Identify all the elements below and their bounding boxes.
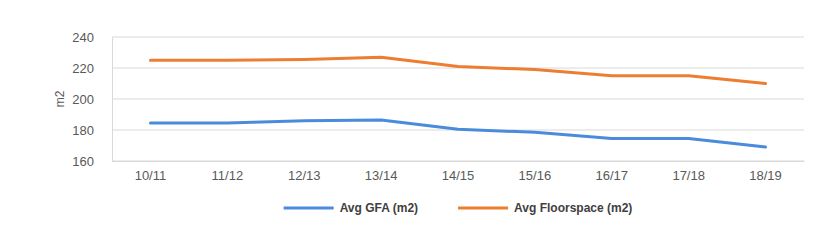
plot-area: 160 180 200 220 240 10/11 11/12 12/13 13/14 14/15… xyxy=(72,30,804,184)
grid xyxy=(112,37,804,161)
x-tick-label: 14/15 xyxy=(442,168,475,183)
grid-line xyxy=(112,37,804,38)
x-tick: 12/13 xyxy=(288,161,321,183)
y-tick: 220 xyxy=(72,61,112,76)
x-tick: 18/19 xyxy=(749,161,782,183)
y-tick-label: 200 xyxy=(72,92,94,107)
y-tick-label: 160 xyxy=(72,154,94,169)
legend-label: Avg GFA (m2) xyxy=(340,201,418,215)
series-line xyxy=(150,57,765,83)
legend-item: Avg GFA (m2) xyxy=(284,201,418,215)
x-tick-label: 16/17 xyxy=(596,168,629,183)
chart: 160 180 200 220 240 10/11 11/12 12/13 13/14 14/15… xyxy=(0,0,830,230)
x-tick: 16/17 xyxy=(596,161,629,183)
series-lines xyxy=(150,57,765,147)
y-tick-label: 240 xyxy=(72,30,94,45)
legend-item: Avg Floorspace (m2) xyxy=(458,201,632,215)
x-tick-label: 18/19 xyxy=(749,168,782,183)
legend-swatch xyxy=(284,207,334,210)
y-axis: 160 180 200 220 240 xyxy=(72,30,112,169)
x-tick-label: 15/16 xyxy=(519,168,552,183)
y-tick: 160 xyxy=(72,154,112,169)
legend: Avg GFA (m2) Avg Floorspace (m2) xyxy=(284,201,633,215)
x-tick-label: 17/18 xyxy=(672,168,705,183)
y-tick: 200 xyxy=(72,92,112,107)
y-axis-line xyxy=(112,38,113,162)
legend-label: Avg Floorspace (m2) xyxy=(514,201,632,215)
x-tick-label: 13/14 xyxy=(365,168,398,183)
x-tick: 11/12 xyxy=(212,161,244,183)
y-tick: 240 xyxy=(72,30,112,45)
y-tick-label: 220 xyxy=(72,61,94,76)
x-tick-label: 11/12 xyxy=(212,168,244,183)
x-tick-label: 12/13 xyxy=(288,168,321,183)
y-axis-title: m2 xyxy=(53,90,67,107)
x-tick: 17/18 xyxy=(672,161,705,183)
x-tick-label: 10/11 xyxy=(135,168,167,183)
x-tick: 14/15 xyxy=(442,161,475,183)
y-tick-label: 180 xyxy=(72,123,94,138)
x-axis-line xyxy=(113,161,805,162)
x-tick: 13/14 xyxy=(365,161,398,183)
y-tick: 180 xyxy=(72,123,112,138)
grid-line xyxy=(112,161,804,162)
x-tick: 10/11 xyxy=(135,161,167,183)
series-line xyxy=(150,120,765,147)
x-tick: 15/16 xyxy=(519,161,552,183)
x-axis: 10/11 11/12 12/13 13/14 14/15 15/16 16/17 17/18… xyxy=(113,161,805,183)
grid-line xyxy=(112,99,804,100)
legend-swatch xyxy=(458,207,508,210)
